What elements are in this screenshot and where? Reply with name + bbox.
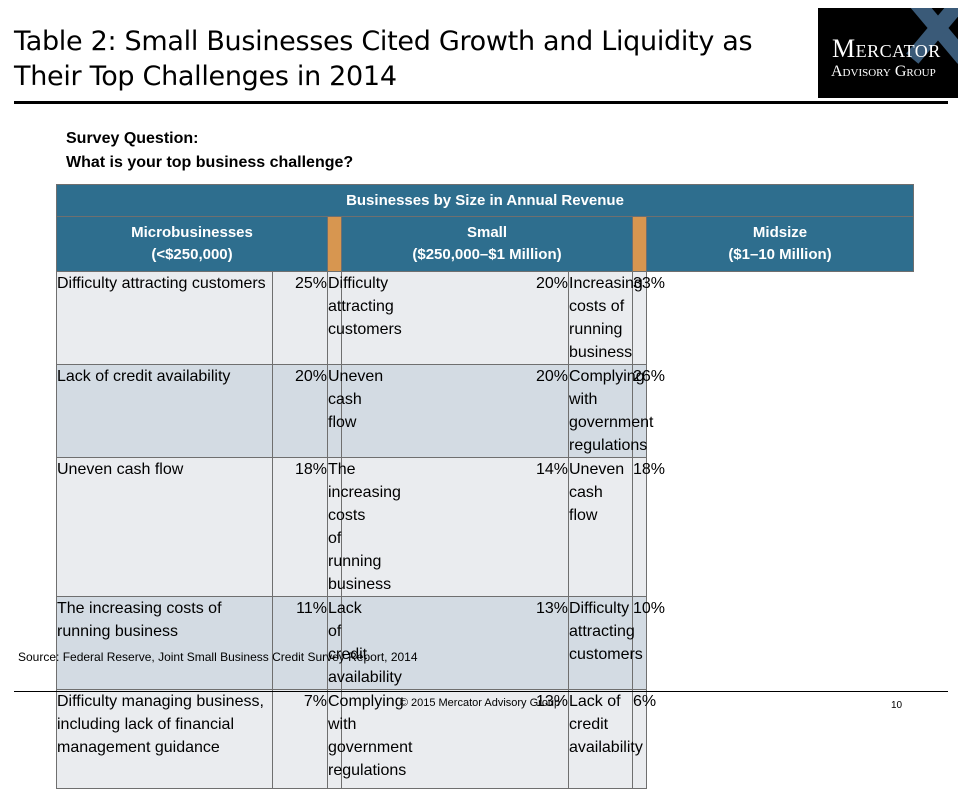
challenge-label: Difficulty attracting customers [568, 596, 643, 690]
title-line-1: Table 2: Small Businesses Cited Growth a… [14, 26, 753, 57]
column-separator [632, 216, 647, 272]
challenge-percent: 10% [632, 596, 665, 690]
challenge-label: Increasing costs of running business [568, 271, 643, 365]
table-row: Uneven cash flow 18% The increasing cost… [56, 457, 914, 597]
challenge-label: Uneven cash flow [568, 457, 633, 597]
challenge-label: Uneven cash flow [327, 364, 383, 458]
survey-question-label: Survey Question: [66, 130, 199, 147]
logo-wordmark-advisory: Advisory Group [831, 63, 936, 80]
challenge-percent: 18% [632, 457, 665, 597]
source-note: Source: Federal Reserve, Joint Small Bus… [18, 650, 418, 664]
group-header-midsize: Midsize ($1–10 Million) [646, 216, 914, 272]
challenge-percent: 20% [341, 271, 569, 365]
title-divider [14, 101, 948, 104]
challenge-percent: 13% [341, 596, 569, 690]
survey-results-table: Businesses by Size in Annual Revenue Mic… [56, 184, 914, 789]
challenge-label: Lack of credit availability [327, 596, 402, 690]
survey-question-text: What is your top business challenge? [66, 154, 354, 171]
table-row: Difficulty attracting customers 25% Diff… [56, 271, 914, 365]
challenge-label: Difficulty attracting customers [327, 271, 402, 365]
column-separator [327, 216, 342, 272]
challenge-percent: 25% [272, 271, 328, 365]
group-range: ($250,000–$1 Million) [412, 246, 562, 263]
challenge-percent: 20% [272, 364, 328, 458]
group-range: (<$250,000) [151, 246, 233, 263]
title-line-2: Their Top Challenges in 2014 [14, 61, 397, 92]
group-header-small: Small ($250,000–$1 Million) [341, 216, 633, 272]
challenge-percent: 20% [341, 364, 569, 458]
table-row: Lack of credit availability 20% Uneven c… [56, 364, 914, 458]
group-range: ($1–10 Million) [728, 246, 832, 263]
mercator-logo: Mercator Advisory Group [818, 8, 958, 98]
challenge-label: Difficulty attracting customers [56, 271, 273, 365]
table-super-header: Businesses by Size in Annual Revenue [56, 184, 914, 217]
logo-wordmark-mercator: Mercator [832, 34, 941, 63]
copyright-notice: © 2015 Mercator Advisory Group [399, 697, 561, 709]
challenge-label: The increasing costs of running business [327, 457, 401, 597]
group-name: Midsize [752, 224, 808, 241]
survey-question: Survey Question: What is your top busine… [66, 127, 353, 175]
challenge-percent: 11% [272, 596, 328, 690]
group-name: Small [466, 224, 508, 241]
challenge-percent: 26% [632, 364, 665, 458]
challenge-label: Lack of credit availability [56, 364, 273, 458]
challenge-label: Complying with government regulations [568, 364, 654, 458]
challenge-percent: 14% [341, 457, 569, 597]
challenge-percent: 33% [632, 271, 665, 365]
challenge-percent: 18% [272, 457, 328, 597]
page-number: 10 [891, 700, 903, 711]
table-row: The increasing costs of running business… [56, 596, 914, 690]
group-header-micro: Microbusinesses (<$250,000) [56, 216, 328, 272]
page-title: Table 2: Small Businesses Cited Growth a… [14, 24, 774, 94]
group-name: Microbusinesses [131, 224, 253, 241]
challenge-label: Uneven cash flow [56, 457, 273, 597]
footer-divider [14, 691, 948, 692]
challenge-label: The increasing costs of running business [56, 596, 273, 690]
